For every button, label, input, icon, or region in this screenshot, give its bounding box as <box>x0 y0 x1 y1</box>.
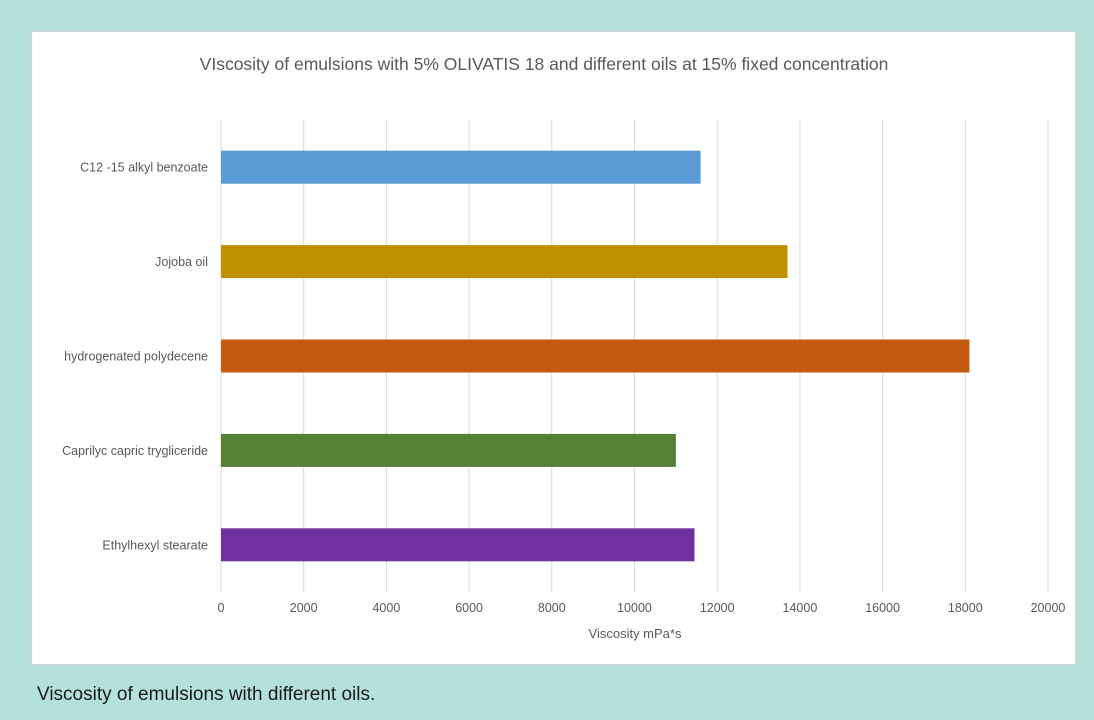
x-tick-label: 14000 <box>783 601 818 615</box>
x-tick-label: 18000 <box>948 601 983 615</box>
x-tick-label: 20000 <box>1031 601 1066 615</box>
figure-caption: Viscosity of emulsions with different oi… <box>37 684 376 705</box>
category-label: Jojoba oil <box>155 255 208 269</box>
bar <box>221 339 970 373</box>
bar <box>221 433 676 467</box>
x-axis-title: Viscosity mPa*s <box>589 626 682 641</box>
x-tick-label: 2000 <box>290 601 318 615</box>
bar <box>221 528 695 562</box>
category-label: Caprilyc capric trygliceride <box>62 444 208 458</box>
chart-panel: VIscosity of emulsions with 5% OLIVATIS … <box>31 31 1076 665</box>
bars <box>221 150 970 562</box>
x-tick-label: 12000 <box>700 601 735 615</box>
category-label: C12 -15 alkyl benzoate <box>80 161 208 175</box>
x-tick-label: 10000 <box>617 601 652 615</box>
bar-chart: VIscosity of emulsions with 5% OLIVATIS … <box>62 54 1066 641</box>
chart-title: VIscosity of emulsions with 5% OLIVATIS … <box>200 54 889 74</box>
x-tick-label: 8000 <box>538 601 566 615</box>
category-label: hydrogenated polydecene <box>64 350 208 364</box>
category-labels: C12 -15 alkyl benzoate Jojoba oil hydrogen… <box>62 161 208 553</box>
bar <box>221 245 788 279</box>
category-label: Ethylhexyl stearate <box>102 538 208 552</box>
x-tick-label: 16000 <box>865 601 900 615</box>
x-tick-label: 4000 <box>372 601 400 615</box>
x-tick-label: 0 <box>218 601 225 615</box>
x-tick-label: 6000 <box>455 601 483 615</box>
x-axis-tick-labels: 0 2000 4000 6000 8000 10000 12000 14000 16000 180… <box>218 601 1066 615</box>
bar <box>221 150 701 184</box>
